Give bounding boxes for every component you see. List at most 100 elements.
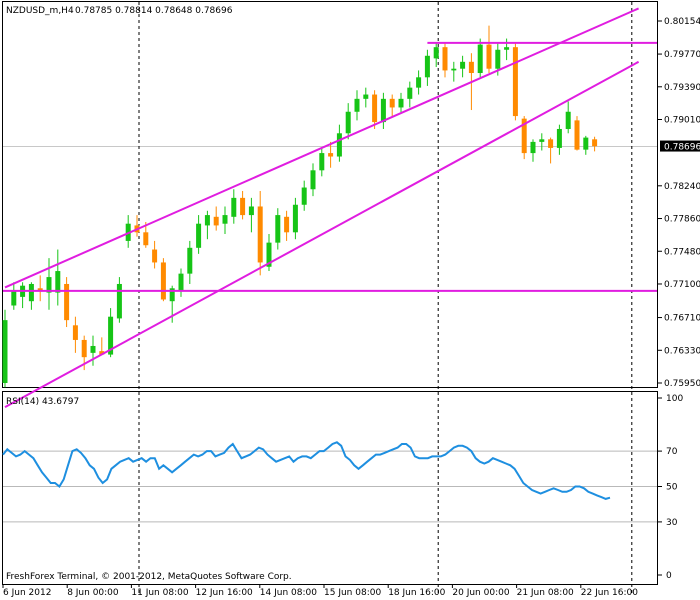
candle-body <box>187 247 193 274</box>
candle-body <box>204 215 210 226</box>
candle-body <box>512 47 518 117</box>
price-tick-label: 0.76330 <box>664 346 700 356</box>
candle-body <box>539 139 545 142</box>
candle-body <box>266 242 272 267</box>
candle-body <box>354 98 360 112</box>
time-tick-label: 6 Jun 2012 <box>3 588 51 598</box>
candle-body <box>169 288 175 302</box>
rsi-tick-label: 70 <box>666 447 678 457</box>
candle-body <box>2 320 8 383</box>
candle-body <box>108 316 114 355</box>
price-tick-label: 0.79390 <box>664 83 700 93</box>
candle-body <box>160 262 166 300</box>
candle-body <box>178 273 184 291</box>
candle-body <box>424 55 430 78</box>
candle-body <box>275 215 281 243</box>
candle-body <box>46 277 52 293</box>
price-tick-label: 0.78240 <box>664 182 700 192</box>
rsi-line <box>2 441 611 500</box>
candle-body <box>319 153 325 171</box>
candle-body <box>504 47 510 50</box>
candle-body <box>328 153 334 157</box>
price-tick-label: 0.76710 <box>664 314 700 324</box>
candle-body <box>468 61 474 74</box>
candle-body <box>521 118 527 154</box>
candle-body <box>451 68 457 71</box>
price-tick-label: 0.75950 <box>664 379 700 389</box>
candle-body <box>433 47 439 59</box>
time-tick-label: 8 Jun 00:00 <box>67 588 119 598</box>
rsi-tick-label: 30 <box>666 518 678 528</box>
candle-body <box>72 325 78 340</box>
candle-body <box>345 111 351 134</box>
candle-body <box>477 44 483 74</box>
symbol-title: NZDUSD_m,H4 <box>6 6 74 16</box>
svg-text:0.78696: 0.78696 <box>664 143 700 153</box>
candle-body <box>530 141 536 154</box>
candle-body <box>583 137 589 150</box>
rsi-tick-label: 0 <box>666 571 672 581</box>
candle-body <box>592 139 598 147</box>
candle-body <box>116 283 122 319</box>
candle-body <box>407 87 413 99</box>
price-panel-frame <box>2 1 658 388</box>
time-tick-label: 12 Jun 16:00 <box>196 588 253 598</box>
candle-body <box>442 47 448 71</box>
candle-body <box>486 44 492 69</box>
ohlc-values: 0.78785 0.78814 0.78648 0.78696 <box>75 6 233 16</box>
time-tick-label: 21 Jun 08:00 <box>517 588 574 598</box>
candle-body <box>99 351 105 355</box>
candle-body <box>495 49 501 69</box>
candle-body <box>565 111 571 129</box>
candle-body <box>37 288 43 291</box>
price-tick-label: 0.80154 <box>664 17 700 27</box>
candle-body <box>240 197 246 216</box>
rsi-series <box>2 441 611 500</box>
price-tick-label: 0.79770 <box>664 50 700 60</box>
rsi-title: RSI(14) 43.6797 <box>6 397 79 407</box>
candle-body <box>143 232 149 246</box>
candle-body <box>301 187 307 205</box>
price-tick-label: 0.77860 <box>664 215 700 225</box>
candle-body <box>398 98 404 108</box>
candle-body <box>64 283 70 321</box>
candle-body <box>292 204 298 233</box>
channel-upper-line <box>4 7 640 289</box>
candle-body <box>28 283 34 302</box>
candle-body <box>460 61 466 69</box>
candle-body <box>231 197 237 217</box>
time-tick-label: 22 Jun 16:00 <box>581 588 638 598</box>
candle-body <box>11 290 17 306</box>
candle-body <box>222 215 228 224</box>
candle-body <box>248 206 254 216</box>
price-axis: 0.80154 0.79770 0.79390 0.79010 0.78240 0.778… <box>657 17 700 389</box>
candle-body <box>213 216 219 226</box>
current-price-label: 0.78696 <box>660 140 700 153</box>
candles <box>2 25 598 388</box>
candle-body <box>363 94 369 99</box>
price-tick-label: 0.77100 <box>664 280 700 290</box>
candle-body <box>257 206 263 263</box>
candle-body <box>372 94 378 123</box>
candle-body <box>310 170 316 190</box>
rsi-level-lines <box>3 450 657 523</box>
candle-body <box>416 77 422 88</box>
candle-body <box>284 216 290 233</box>
channel-lower-line <box>4 60 640 408</box>
rsi-tick-label: 100 <box>666 394 683 404</box>
vertical-markers <box>138 2 633 595</box>
price-tick-label: 0.77480 <box>664 247 700 257</box>
candle-body <box>55 271 61 293</box>
time-tick-label: 18 Jun 16:00 <box>388 588 445 598</box>
time-tick-label: 15 Jun 08:00 <box>324 588 381 598</box>
candle-body <box>389 98 395 108</box>
rsi-axis: 100 70 50 30 0 <box>657 394 683 581</box>
candle-body <box>81 339 87 358</box>
candle-body <box>196 223 202 248</box>
channel-lines <box>3 7 657 408</box>
candle-body <box>574 120 580 150</box>
time-tick-label: 11 Jun 08:00 <box>131 588 188 598</box>
candle-body <box>548 139 554 148</box>
rsi-tick-label: 50 <box>666 483 678 493</box>
